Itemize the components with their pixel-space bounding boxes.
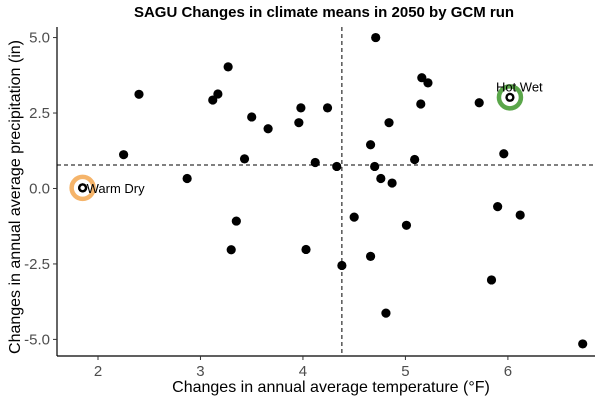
y-tick-label: 2.5 <box>29 105 50 122</box>
data-point <box>310 157 320 168</box>
data-point <box>493 201 503 212</box>
y-tick-label: 5.0 <box>29 30 50 47</box>
data-point <box>119 150 129 160</box>
annotation-label: Hot Wet <box>496 79 543 94</box>
highlight-point-center <box>80 185 85 191</box>
data-point <box>401 220 412 230</box>
data-point <box>410 154 420 165</box>
data-point <box>578 339 588 349</box>
data-point <box>349 212 359 222</box>
x-tick-label: 6 <box>504 363 512 380</box>
data-point <box>247 112 257 122</box>
data-point <box>416 99 426 109</box>
data-point <box>337 260 347 271</box>
data-point <box>223 62 233 72</box>
data-point <box>213 89 223 99</box>
plot-area: 2 3 4 5 6 -5.0 -2.5 0.0 2.5 5.0 Warm Dry Hot Wet <box>24 27 595 380</box>
data-point <box>371 32 381 43</box>
data-point <box>384 118 394 128</box>
data-point <box>231 216 241 226</box>
data-point <box>322 103 333 113</box>
y-tick-label: -5.0 <box>24 331 50 348</box>
x-tick-label: 4 <box>299 363 307 380</box>
data-point <box>486 275 497 285</box>
y-tick-label: -2.5 <box>24 256 50 273</box>
data-point <box>423 78 433 88</box>
data-point <box>294 118 304 128</box>
data-point <box>263 124 273 134</box>
data-point <box>387 178 397 188</box>
x-tick-label: 5 <box>401 363 409 380</box>
x-axis-label: Changes in annual average temperature (°… <box>172 379 490 396</box>
data-point <box>515 210 525 220</box>
data-point <box>365 140 376 150</box>
data-point <box>134 89 144 99</box>
data-point <box>332 161 342 172</box>
data-point <box>226 245 236 255</box>
data-point <box>381 308 391 318</box>
chart-title: SAGU Changes in climate means in 2050 by… <box>134 4 514 21</box>
data-point <box>370 161 380 172</box>
y-tick-label: 0.0 <box>29 180 50 197</box>
data-point <box>474 98 484 108</box>
data-point <box>365 251 376 261</box>
data-point <box>376 173 386 184</box>
annotation-label: Warm Dry <box>87 181 146 196</box>
y-axis-label: Changes in annual average precipitation … <box>7 40 24 354</box>
data-point <box>182 173 192 184</box>
data-point <box>239 154 250 164</box>
data-point <box>499 149 509 159</box>
data-point <box>301 244 311 255</box>
data-point <box>417 73 427 83</box>
data-point <box>208 95 218 105</box>
highlight-ring <box>69 174 96 202</box>
data-point <box>296 103 306 113</box>
x-tick-label: 2 <box>94 363 102 380</box>
x-tick-label: 3 <box>196 363 204 380</box>
highlight-point-center <box>507 95 513 100</box>
highlight-ring <box>496 84 524 111</box>
